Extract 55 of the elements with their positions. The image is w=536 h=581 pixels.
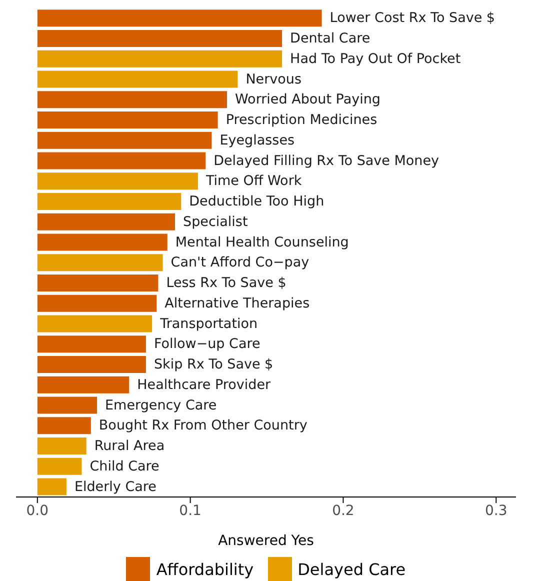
bar bbox=[37, 193, 182, 210]
x-tick-label: 0.0 bbox=[26, 502, 49, 519]
bar bbox=[37, 417, 91, 434]
y-tick-label: Elderly Care bbox=[74, 478, 156, 495]
y-tick-label: Transportation bbox=[159, 316, 258, 332]
bar bbox=[37, 478, 66, 496]
y-tick-label: Less Rx To Save $ bbox=[166, 275, 286, 292]
bar bbox=[37, 172, 198, 190]
y-tick-label: Worried About Paying bbox=[235, 92, 380, 108]
bar bbox=[37, 234, 168, 251]
y-tick-label: Specialist bbox=[183, 214, 248, 230]
x-axis-title: Answered Yes bbox=[218, 533, 314, 549]
bar bbox=[37, 30, 282, 48]
y-tick-label: Bought Rx From Other Country bbox=[98, 418, 308, 434]
bar bbox=[37, 356, 146, 374]
x-tick-label: 0.3 bbox=[484, 502, 508, 519]
bar bbox=[37, 396, 98, 414]
bar bbox=[37, 274, 158, 292]
y-tick-label: Nervous bbox=[246, 71, 302, 88]
y-tick-label: Emergency Care bbox=[105, 397, 217, 414]
y-tick-label: Had To Pay Out Of Pocket bbox=[290, 50, 461, 67]
y-tick-label: Healthcare Provider bbox=[137, 376, 272, 393]
y-tick-label: Eyeglasses bbox=[220, 132, 295, 148]
y-tick-label: Rural Area bbox=[94, 438, 165, 454]
legend-label: Delayed Care bbox=[298, 560, 406, 578]
y-tick-label: Skip Rx To Save $ bbox=[154, 356, 274, 373]
bar bbox=[37, 315, 152, 332]
bar bbox=[37, 91, 228, 108]
bar bbox=[37, 458, 82, 475]
bar bbox=[37, 294, 157, 312]
bar bbox=[37, 376, 130, 394]
bar bbox=[37, 70, 238, 88]
y-tick-label: Mental Health Counseling bbox=[175, 234, 349, 250]
bar bbox=[37, 336, 146, 353]
bar bbox=[37, 10, 322, 27]
bar bbox=[37, 438, 86, 455]
y-tick-label: Dental Care bbox=[290, 30, 370, 47]
y-tick-label: Follow−up Care bbox=[154, 336, 260, 352]
bar bbox=[37, 254, 163, 272]
y-tick-label: Can't Afford Co−pay bbox=[170, 254, 310, 271]
legend-label: Affordability bbox=[156, 560, 254, 578]
x-tick-label: 0.1 bbox=[179, 502, 202, 519]
y-tick-label: Child Care bbox=[90, 458, 160, 474]
y-tick-label: Deductible Too High bbox=[189, 194, 324, 210]
x-tick-label: 0.2 bbox=[332, 502, 354, 519]
y-tick-label: Prescription Medicines bbox=[226, 112, 378, 128]
y-tick-label: Lower Cost Rx To Save $ bbox=[330, 10, 496, 26]
y-tick-label: Alternative Therapies bbox=[164, 295, 310, 312]
bar bbox=[37, 132, 212, 149]
y-tick-label: Delayed Filling Rx To Save Money bbox=[214, 152, 440, 169]
bar bbox=[37, 152, 206, 170]
y-tick-label: Time Off Work bbox=[204, 173, 302, 190]
bar bbox=[37, 112, 218, 129]
bar bbox=[37, 213, 176, 230]
bar bbox=[37, 50, 282, 68]
